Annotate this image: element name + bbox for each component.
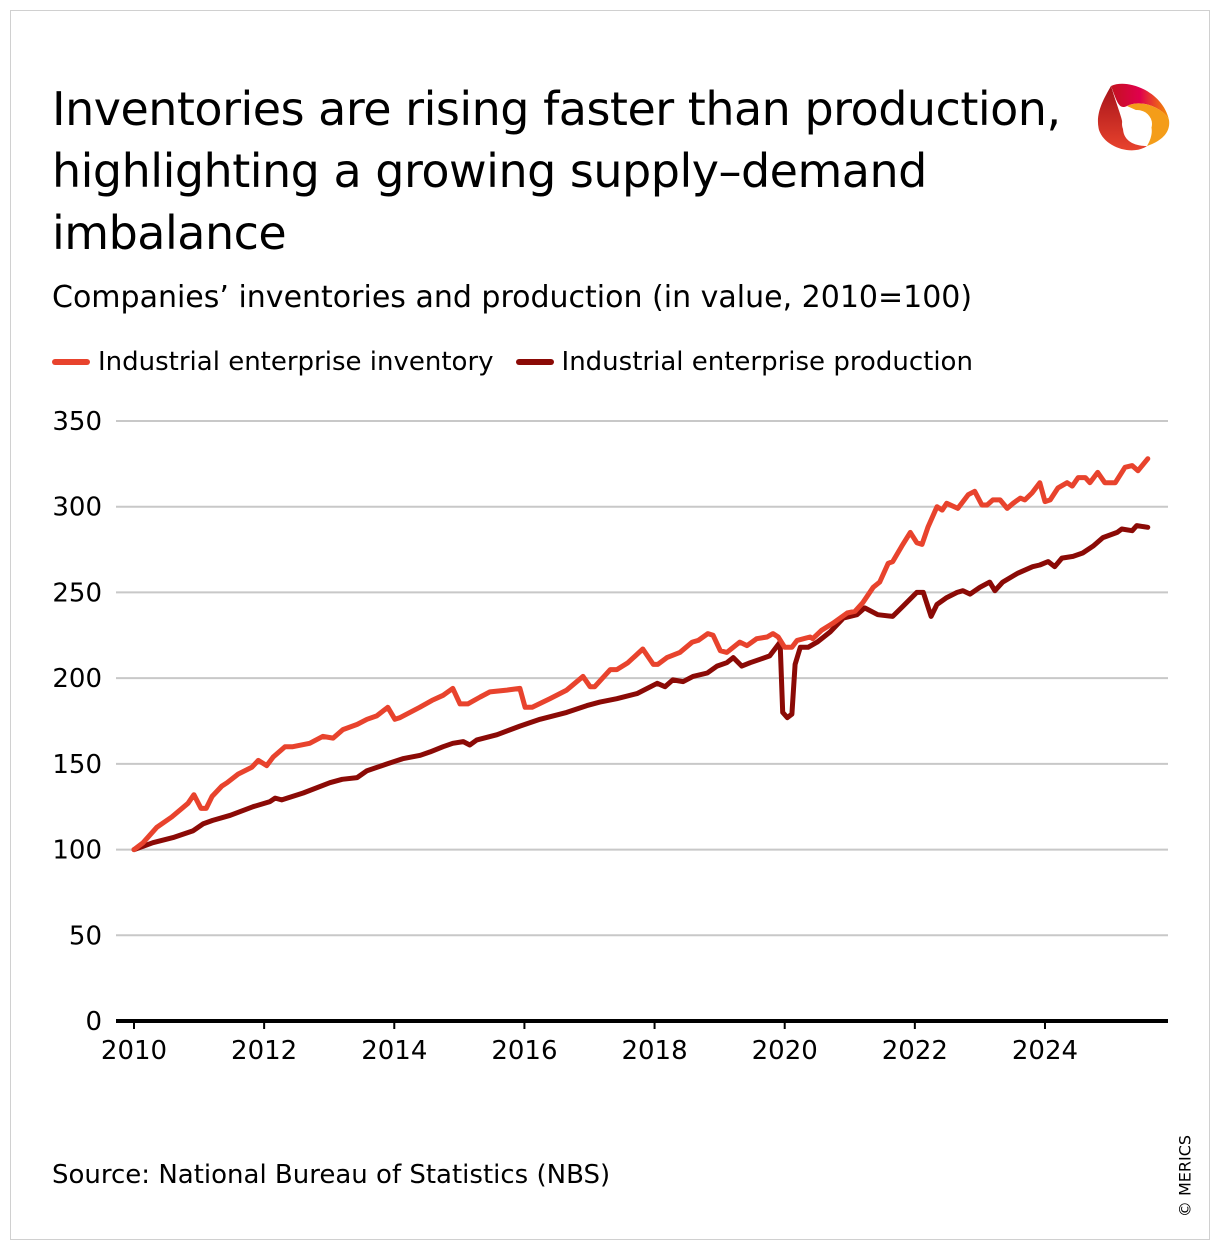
x-tick-label: 2010	[101, 1036, 167, 1066]
copyright: © MERICS	[1175, 1134, 1195, 1218]
chart-title-line: highlighting a growing supply–demand	[52, 144, 927, 198]
legend-item-production: Industrial enterprise production	[515, 347, 973, 377]
y-tick-label: 350	[52, 407, 102, 437]
chart-card	[10, 10, 1210, 1240]
y-tick-label: 300	[52, 493, 102, 523]
y-tick-label: 250	[52, 578, 102, 608]
legend-label: Industrial enterprise inventory	[98, 347, 494, 377]
x-tick-label: 2014	[361, 1036, 427, 1066]
source-note: Source: National Bureau of Statistics (N…	[52, 1160, 611, 1190]
y-tick-label: 200	[52, 664, 102, 694]
x-tick-label: 2020	[752, 1036, 818, 1066]
x-tick-label: 2018	[621, 1036, 687, 1066]
y-tick-label: 0	[85, 1007, 102, 1037]
chart-subtitle: Companies’ inventories and production (i…	[52, 280, 973, 315]
legend-swatch-inventory	[52, 359, 90, 365]
merics-logo	[1097, 83, 1170, 151]
x-tick-label: 2024	[1012, 1036, 1078, 1066]
chart-title: Inventories are rising faster than produ…	[52, 78, 1072, 264]
y-tick-label: 50	[69, 921, 102, 951]
series-line-industrial-enterprise-production	[131, 523, 1151, 853]
legend-swatch-production	[515, 359, 554, 365]
x-tick-label: 2012	[231, 1036, 297, 1066]
y-tick-label: 100	[52, 836, 102, 866]
x-tick-label: 2016	[491, 1036, 557, 1066]
legend-label: Industrial enterprise production	[561, 347, 973, 377]
y-tick-label: 150	[52, 750, 102, 780]
legend: Industrial enterprise inventory Industri…	[52, 347, 995, 377]
chart-title-line: imbalance	[52, 206, 287, 260]
legend-item-inventory: Industrial enterprise inventory	[52, 347, 494, 377]
series-line-industrial-enterprise-inventory	[131, 456, 1151, 853]
x-tick-label: 2022	[882, 1036, 948, 1066]
chart-title-line: Inventories are rising faster than produ…	[52, 82, 1061, 136]
